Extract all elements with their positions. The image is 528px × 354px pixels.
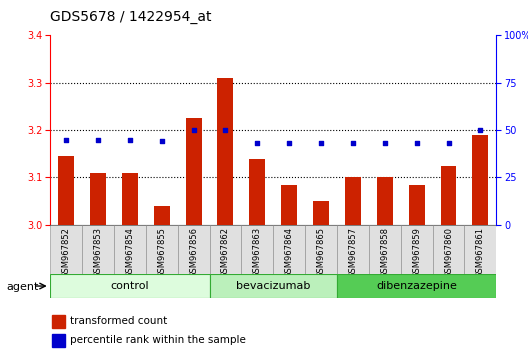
Bar xyxy=(50,274,210,298)
Bar xyxy=(177,225,210,274)
Bar xyxy=(337,274,496,298)
Point xyxy=(126,137,134,142)
Point xyxy=(190,127,198,133)
Point xyxy=(476,127,485,133)
Bar xyxy=(345,177,361,225)
Text: GSM967861: GSM967861 xyxy=(476,227,485,278)
Point xyxy=(253,141,261,146)
Bar xyxy=(305,225,337,274)
Point xyxy=(94,137,102,142)
Text: control: control xyxy=(110,281,149,291)
Bar xyxy=(210,274,337,298)
Text: percentile rank within the sample: percentile rank within the sample xyxy=(70,335,246,345)
Bar xyxy=(50,225,82,274)
Text: GSM967862: GSM967862 xyxy=(221,227,230,278)
Text: GSM967855: GSM967855 xyxy=(157,227,166,278)
Bar xyxy=(154,206,169,225)
Bar xyxy=(249,159,265,225)
Text: GSM967852: GSM967852 xyxy=(62,227,71,278)
Text: GSM967863: GSM967863 xyxy=(253,227,262,278)
Bar xyxy=(281,184,297,225)
Bar xyxy=(313,201,329,225)
Text: dibenzazepine: dibenzazepine xyxy=(376,281,457,291)
Bar xyxy=(440,166,457,225)
Bar xyxy=(90,173,106,225)
Bar xyxy=(122,173,138,225)
Point xyxy=(62,137,70,142)
Point xyxy=(381,141,389,146)
Bar xyxy=(52,315,65,327)
Bar xyxy=(186,118,202,225)
Text: agent: agent xyxy=(6,282,39,292)
Bar xyxy=(146,225,177,274)
Point xyxy=(412,141,421,146)
Bar xyxy=(377,177,393,225)
Bar xyxy=(82,225,114,274)
Bar xyxy=(241,225,274,274)
Bar xyxy=(465,225,496,274)
Text: GSM967858: GSM967858 xyxy=(380,227,389,278)
Text: GSM967859: GSM967859 xyxy=(412,227,421,278)
Bar xyxy=(218,78,233,225)
Text: GSM967853: GSM967853 xyxy=(93,227,102,278)
Bar xyxy=(114,225,146,274)
Text: GSM967854: GSM967854 xyxy=(125,227,134,278)
Text: GSM967865: GSM967865 xyxy=(317,227,326,278)
Point xyxy=(444,141,452,146)
Text: GDS5678 / 1422954_at: GDS5678 / 1422954_at xyxy=(50,10,212,24)
Point xyxy=(348,141,357,146)
Bar xyxy=(473,135,488,225)
Point xyxy=(317,141,325,146)
Text: GSM967856: GSM967856 xyxy=(189,227,198,278)
Text: bevacizumab: bevacizumab xyxy=(236,281,310,291)
Bar xyxy=(369,225,401,274)
Text: GSM967857: GSM967857 xyxy=(348,227,357,278)
Bar xyxy=(274,225,305,274)
Bar xyxy=(401,225,432,274)
Point xyxy=(157,139,166,144)
Bar xyxy=(432,225,465,274)
Bar xyxy=(58,156,74,225)
Bar xyxy=(337,225,369,274)
Point xyxy=(221,127,230,133)
Point xyxy=(285,141,294,146)
Bar xyxy=(210,225,241,274)
Text: GSM967864: GSM967864 xyxy=(285,227,294,278)
Bar xyxy=(409,184,425,225)
Text: transformed count: transformed count xyxy=(70,316,167,326)
Bar xyxy=(52,335,65,347)
Text: GSM967860: GSM967860 xyxy=(444,227,453,278)
